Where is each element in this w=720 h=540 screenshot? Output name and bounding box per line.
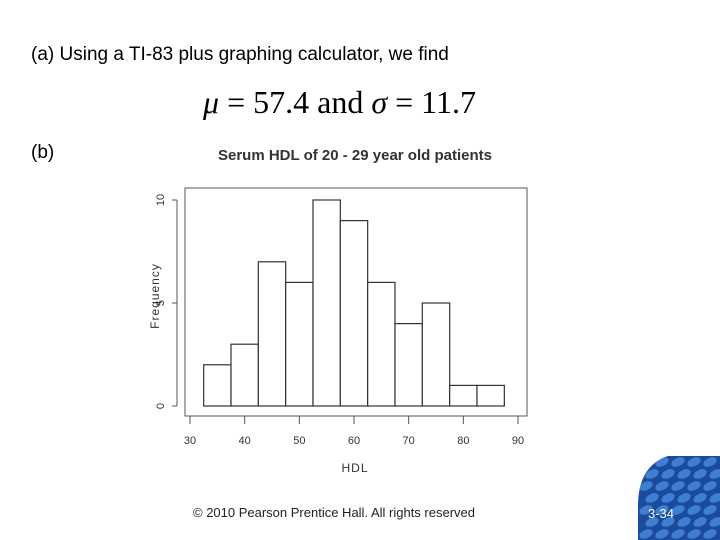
logo-dot	[687, 529, 701, 539]
chart-title: Serum HDL of 20 - 29 year old patients	[218, 147, 492, 164]
equals-sign-1: =	[219, 84, 254, 120]
logo-dot	[703, 481, 717, 491]
logo-dot	[693, 469, 707, 479]
y-tick-label: 5	[155, 300, 167, 306]
logo-dot	[645, 493, 659, 503]
y-axis: 0 5 10	[155, 194, 178, 409]
y-tick-label: 10	[155, 194, 167, 206]
logo-dot	[687, 481, 701, 491]
logo-dot	[709, 493, 720, 503]
histogram-bar	[394, 323, 423, 407]
logo-dot	[677, 469, 691, 479]
logo-dot	[677, 517, 691, 527]
y-axis-label: Frequency	[148, 263, 162, 329]
histogram-bar	[257, 261, 287, 407]
logo-dot	[671, 457, 685, 467]
equals-sign-2: =	[387, 84, 422, 120]
histogram-bar	[421, 302, 451, 407]
sd-value: 11.7	[421, 84, 476, 120]
x-tick-label: 80	[457, 435, 469, 447]
logo-dot	[687, 457, 701, 467]
x-axis: 30 40 50 60 70 80 90	[184, 416, 524, 447]
part-a-text: (a) Using a TI-83 plus graphing calculat…	[31, 44, 449, 65]
logo-dot	[655, 505, 669, 515]
mean-sd-formula: μ = 57.4 and σ = 11.7	[203, 84, 476, 121]
logo-dot	[655, 529, 669, 539]
logo-dot	[645, 469, 659, 479]
histogram-bar	[367, 281, 396, 407]
x-tick-label: 60	[348, 435, 360, 447]
pearson-logo-icon	[638, 456, 720, 540]
x-axis-label: HDL	[341, 461, 368, 475]
histogram-bar	[285, 281, 314, 407]
histogram-bars	[203, 199, 505, 407]
copyright-footer: © 2010 Pearson Prentice Hall. All rights…	[193, 505, 475, 520]
histogram-bar	[312, 199, 341, 407]
sigma-symbol: σ	[371, 84, 388, 120]
logo-dot	[639, 529, 653, 539]
logo-dot	[661, 493, 675, 503]
y-tick-label: 0	[155, 403, 167, 409]
x-tick-label: 50	[293, 435, 305, 447]
logo-dot	[709, 469, 720, 479]
x-tick-label: 40	[239, 435, 251, 447]
mu-symbol: μ	[203, 84, 220, 120]
and-word: and	[309, 84, 372, 120]
logo-dot	[655, 481, 669, 491]
mean-value: 57.4	[253, 84, 310, 120]
x-tick-label: 70	[403, 435, 415, 447]
logo-dot	[661, 469, 675, 479]
histogram-bar	[449, 384, 478, 407]
plot-frame	[184, 187, 528, 417]
logo-dot	[645, 517, 659, 527]
logo-dot	[709, 517, 720, 527]
logo-dot	[693, 493, 707, 503]
part-b-text: (b)	[31, 142, 55, 163]
logo-dot	[671, 481, 685, 491]
logo-dot	[639, 481, 653, 491]
logo-dot	[703, 457, 717, 467]
x-tick-label: 90	[512, 435, 524, 447]
histogram-bar	[476, 384, 505, 407]
histogram-bar	[203, 364, 232, 407]
page-number: 3-34	[648, 506, 675, 521]
x-tick-label: 30	[184, 435, 196, 447]
histogram-bar	[230, 343, 259, 407]
logo-dot	[703, 529, 717, 539]
logo-dot	[677, 493, 691, 503]
logo-dot	[693, 517, 707, 527]
histogram-bar	[339, 220, 369, 407]
logo-dot	[687, 505, 701, 515]
logo-dot	[661, 517, 675, 527]
logo-dot	[671, 529, 685, 539]
logo-dot	[671, 505, 685, 515]
logo-dot	[703, 505, 717, 515]
logo-dot	[639, 505, 653, 515]
